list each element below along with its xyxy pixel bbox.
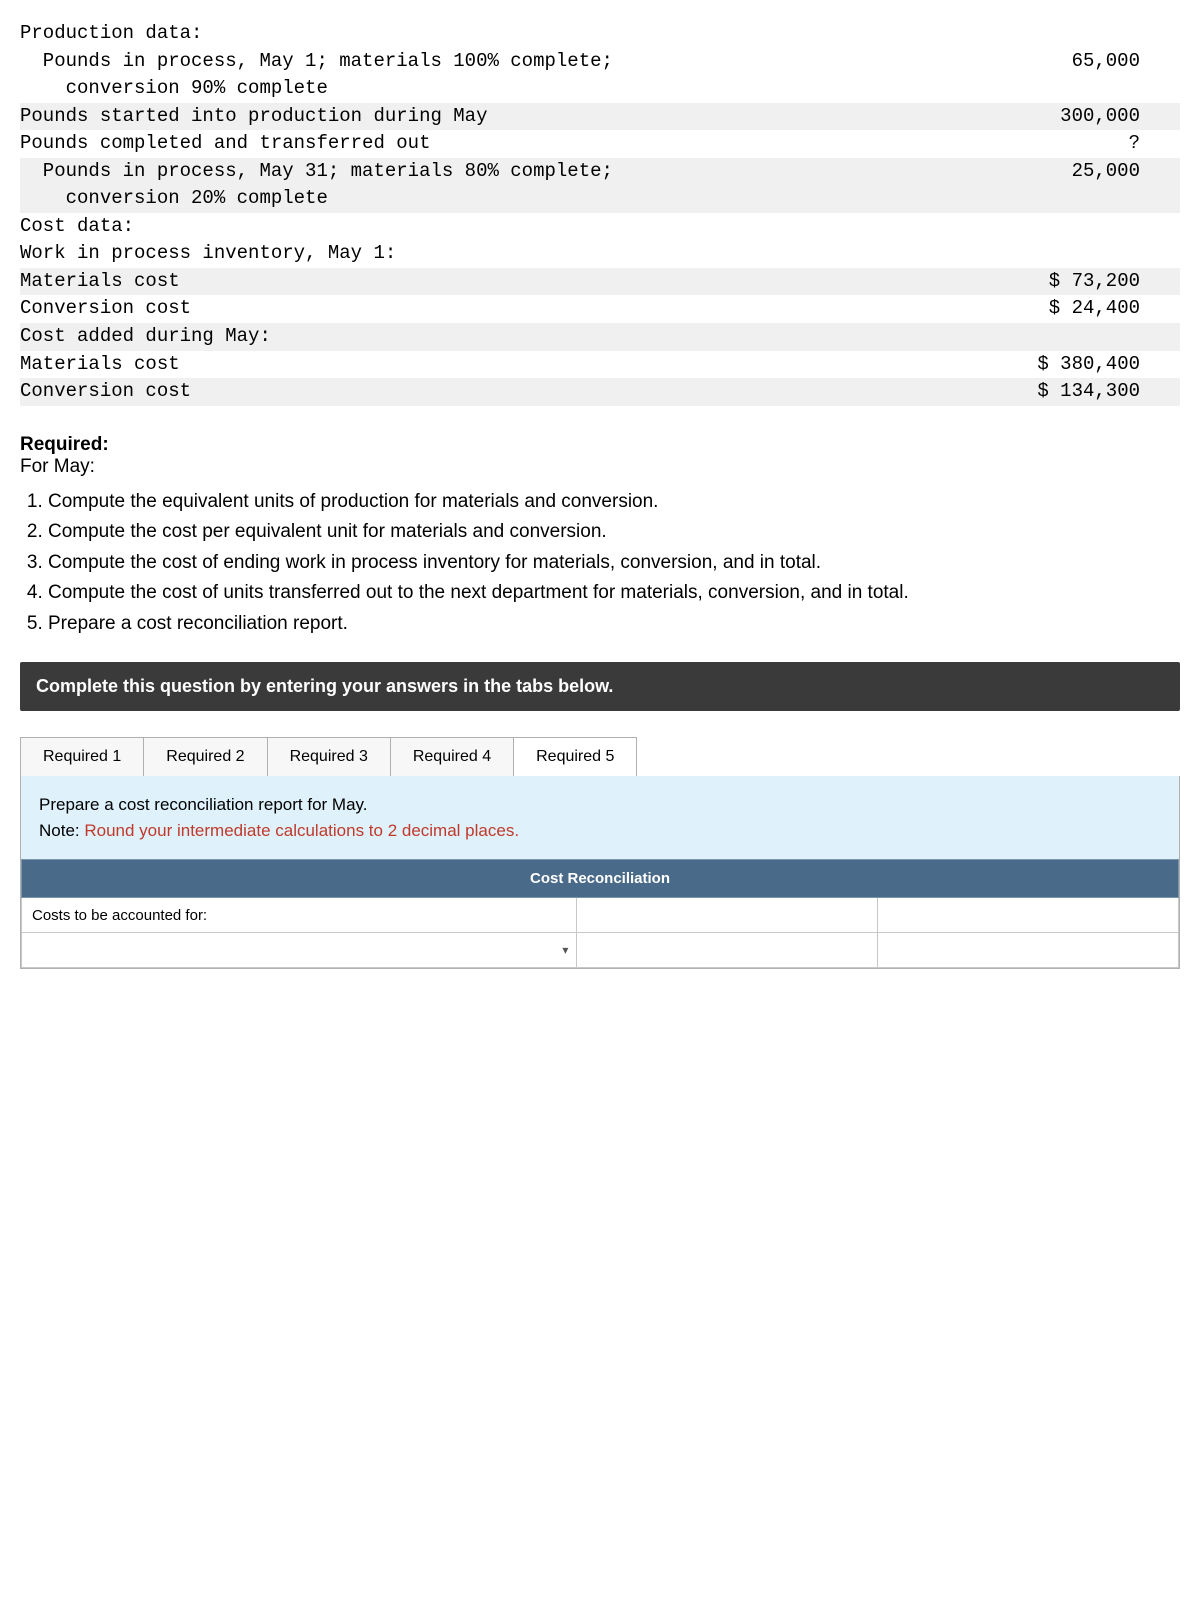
requirements-list: Compute the equivalent units of producti… [20,488,1180,639]
data-row: Pounds completed and transferred out? [20,130,1180,158]
tabs: Required 1Required 2Required 3Required 4… [20,737,637,776]
cost-reconciliation-table: Cost Reconciliation Costs to be accounte… [21,859,1179,968]
requirement-item: Compute the cost of units transferred ou… [48,579,1180,608]
instruction-bar: Complete this question by entering your … [20,662,1180,711]
note-line1: Prepare a cost reconciliation report for… [39,792,1161,818]
row-value: $ 73,200 [1049,268,1140,296]
row-value: 300,000 [1060,103,1140,131]
row-label: Conversion cost [20,378,191,406]
recon-input[interactable] [577,898,878,933]
row-label: Work in process inventory, May 1: [20,240,396,268]
required-heading: Required: [20,434,1180,456]
row-label: Pounds in process, May 31; materials 80%… [20,158,613,213]
requirement-item: Compute the cost of ending work in proce… [48,549,1180,578]
tab-required-5[interactable]: Required 5 [514,738,636,776]
requirement-item: Compute the equivalent units of producti… [48,488,1180,517]
costs-accounted-label: Costs to be accounted for: [22,898,577,933]
tab-panel: Prepare a cost reconciliation report for… [20,776,1180,969]
row-label: Pounds started into production during Ma… [20,103,487,131]
tab-required-3[interactable]: Required 3 [268,738,391,776]
table-row: Costs to be accounted for: [22,898,1179,933]
row-value: 25,000 [1072,158,1140,213]
data-row: Pounds started into production during Ma… [20,103,1180,131]
recon-input[interactable] [878,933,1179,968]
row-label: Conversion cost [20,295,191,323]
note-line2: Note: Round your intermediate calculatio… [39,818,1161,844]
row-value: $ 380,400 [1037,351,1140,379]
cost-heading: Cost data: [20,213,1180,241]
production-data: Production data: Pounds in process, May … [20,20,1180,406]
row-label: Materials cost [20,351,180,379]
production-heading: Production data: [20,20,1180,48]
row-value: ? [1129,130,1140,158]
data-row: Materials cost $ 73,200 [20,268,1180,296]
table-row [22,933,1179,968]
data-row: Pounds in process, May 1; materials 100%… [20,48,1180,103]
recon-dropdown[interactable] [22,933,577,968]
row-value: $ 134,300 [1037,378,1140,406]
for-may-label: For May: [20,456,1180,478]
recon-header: Cost Reconciliation [22,860,1179,898]
row-value: $ 24,400 [1049,295,1140,323]
requirement-item: Prepare a cost reconciliation report. [48,610,1180,639]
data-row: Cost added during May: [20,323,1180,351]
data-row: Work in process inventory, May 1: [20,240,1180,268]
tab-required-2[interactable]: Required 2 [144,738,267,776]
row-value: 65,000 [1072,48,1140,103]
requirement-item: Compute the cost per equivalent unit for… [48,518,1180,547]
tab-required-1[interactable]: Required 1 [21,738,144,776]
row-label: Cost added during May: [20,323,271,351]
tab-required-4[interactable]: Required 4 [391,738,514,776]
recon-input[interactable] [577,933,878,968]
row-label: Materials cost [20,268,180,296]
data-row: Conversion cost $ 24,400 [20,295,1180,323]
row-label: Pounds completed and transferred out [20,130,430,158]
row-label: Pounds in process, May 1; materials 100%… [20,48,613,103]
data-row: Conversion cost $ 134,300 [20,378,1180,406]
recon-input[interactable] [878,898,1179,933]
note-area: Prepare a cost reconciliation report for… [21,776,1179,859]
data-row: Materials cost $ 380,400 [20,351,1180,379]
data-row: Pounds in process, May 31; materials 80%… [20,158,1180,213]
